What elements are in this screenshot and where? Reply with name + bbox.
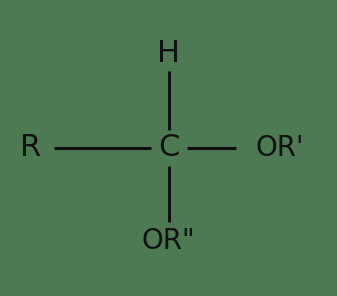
Text: C: C [158,133,179,163]
Text: OR': OR' [255,134,304,162]
Text: H: H [157,39,180,68]
Text: R: R [20,133,41,163]
Text: OR": OR" [142,227,195,255]
